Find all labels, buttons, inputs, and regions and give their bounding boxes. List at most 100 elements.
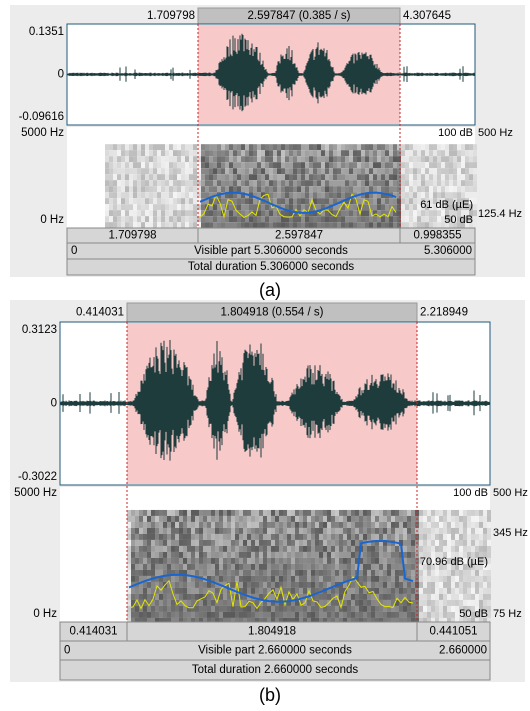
spectrogram-cell bbox=[125, 204, 129, 210]
spectrogram-cell bbox=[479, 570, 483, 576]
spectrogram-cell bbox=[187, 528, 191, 534]
spectrogram-cell bbox=[175, 576, 179, 582]
spectrogram-cell bbox=[363, 612, 367, 618]
spectrogram-cell bbox=[407, 582, 411, 588]
spectrogram-cell bbox=[227, 558, 231, 564]
spectrogram-cell bbox=[327, 522, 331, 528]
spectrogram-cell bbox=[465, 150, 469, 156]
spectrogram-cell bbox=[127, 600, 131, 606]
spectrogram-cell bbox=[365, 180, 369, 186]
spectrogram-cell bbox=[371, 576, 375, 582]
spectrogram-cell bbox=[383, 564, 387, 570]
spectrogram-cell bbox=[219, 516, 223, 522]
spectrogram-cell bbox=[173, 222, 177, 228]
spectrogram-cell bbox=[175, 594, 179, 600]
spectrogram-cell bbox=[173, 204, 177, 210]
spectrogram-cell bbox=[215, 516, 219, 522]
intensity-cursor: 61 dB (µE) bbox=[420, 199, 473, 211]
pitch-max: 500 Hz bbox=[493, 487, 528, 499]
spectrogram-cell bbox=[449, 144, 453, 150]
spectrogram-cell bbox=[375, 546, 379, 552]
spectrogram-cell bbox=[357, 144, 361, 150]
spectrogram-cell bbox=[431, 510, 435, 516]
spectrogram-cell bbox=[195, 558, 199, 564]
spectrogram-cell bbox=[471, 588, 475, 594]
spectrogram-cell bbox=[345, 186, 349, 192]
spectrogram-cell bbox=[441, 174, 445, 180]
spectrogram-cell bbox=[335, 528, 339, 534]
spectrogram-cell bbox=[191, 594, 195, 600]
spectrogram-cell bbox=[181, 162, 185, 168]
spectrogram-cell bbox=[413, 168, 417, 174]
spectrogram-cell bbox=[259, 570, 263, 576]
spectrogram-cell bbox=[215, 510, 219, 516]
spectrogram-cell bbox=[243, 546, 247, 552]
spectrogram-cell bbox=[373, 150, 377, 156]
spectrogram-cell bbox=[301, 204, 305, 210]
spectrogram-cell bbox=[473, 192, 477, 198]
spectrogram-cell bbox=[337, 192, 341, 198]
spectrogram-cell bbox=[475, 576, 479, 582]
spectrogram-cell bbox=[201, 222, 205, 228]
spectrogram-cell bbox=[167, 558, 171, 564]
spectrogram-cell bbox=[319, 522, 323, 528]
spectrogram-cell bbox=[279, 522, 283, 528]
spectrogram-cell bbox=[285, 180, 289, 186]
spectrogram-cell bbox=[417, 216, 421, 222]
spectrogram-cell bbox=[379, 510, 383, 516]
spectrogram-cell bbox=[413, 162, 417, 168]
spectrogram-cell bbox=[479, 588, 483, 594]
spectrogram-cell bbox=[437, 186, 441, 192]
spectrogram-cell bbox=[303, 582, 307, 588]
spectrogram-cell bbox=[211, 570, 215, 576]
spectrogram-cell bbox=[189, 198, 193, 204]
spectrogram-cell bbox=[479, 522, 483, 528]
spectrogram-cell bbox=[463, 534, 467, 540]
spectrogram-cell bbox=[371, 600, 375, 606]
spectrogram-cell bbox=[133, 192, 137, 198]
spectrogram-cell bbox=[351, 522, 355, 528]
spectrogram-cell bbox=[407, 594, 411, 600]
spectrogram-cell bbox=[279, 540, 283, 546]
spectrogram-cell bbox=[475, 570, 479, 576]
spectrogram-cell bbox=[441, 162, 445, 168]
spectrogram-cell bbox=[303, 534, 307, 540]
spectrogram-cell bbox=[467, 540, 471, 546]
spectrogram-cell bbox=[297, 156, 301, 162]
spectrogram-cell bbox=[355, 546, 359, 552]
spectrogram-cell bbox=[327, 540, 331, 546]
spectrogram-cell bbox=[177, 150, 181, 156]
spectrogram-cell bbox=[167, 528, 171, 534]
spectrogram-cell bbox=[183, 522, 187, 528]
spectrogram-cell bbox=[149, 198, 153, 204]
spectrogram-cell bbox=[161, 216, 165, 222]
spectrogram-cell bbox=[473, 204, 477, 210]
spectrogram-cell bbox=[105, 210, 109, 216]
spectrogram-cell bbox=[233, 186, 237, 192]
spectrogram-cell bbox=[317, 198, 321, 204]
spectrogram-cell bbox=[157, 216, 161, 222]
spectrogram-cell bbox=[429, 162, 433, 168]
spectrogram-cell bbox=[271, 552, 275, 558]
spectrogram-cell bbox=[345, 222, 349, 228]
spectrogram-cell bbox=[187, 522, 191, 528]
spectrogram-cell bbox=[131, 552, 135, 558]
spectrogram-cell bbox=[285, 168, 289, 174]
spectrogram-cell bbox=[459, 588, 463, 594]
spectrogram-cell bbox=[437, 210, 441, 216]
spectrogram-cell bbox=[365, 156, 369, 162]
spectrogram-cell bbox=[239, 516, 243, 522]
spectrogram-cell bbox=[233, 180, 237, 186]
spectrogram-cell bbox=[385, 186, 389, 192]
spectrogram-cell bbox=[283, 576, 287, 582]
spectrogram-cell bbox=[219, 558, 223, 564]
spectrogram-cell bbox=[243, 558, 247, 564]
spectrogram-cell bbox=[327, 576, 331, 582]
spectrogram-cell bbox=[149, 162, 153, 168]
spectrogram-cell bbox=[235, 522, 239, 528]
spectrogram-cell bbox=[451, 570, 455, 576]
spectrogram-cell bbox=[183, 558, 187, 564]
spectrogram-cell bbox=[403, 534, 407, 540]
spectrogram-cell bbox=[147, 564, 151, 570]
spectrogram-cell bbox=[409, 162, 413, 168]
